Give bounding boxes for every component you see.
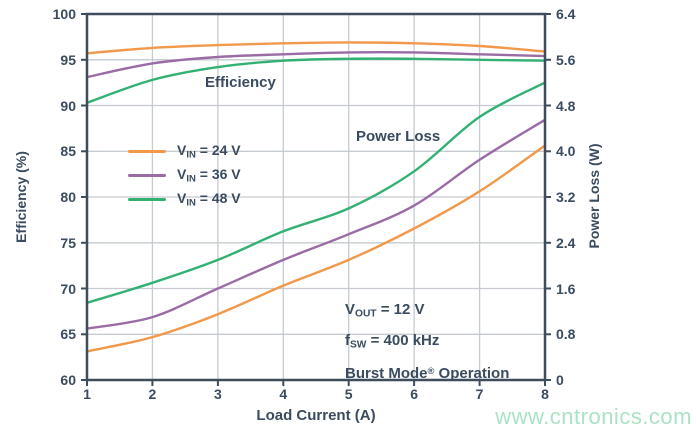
right-axis-title: Power Loss (W) (586, 143, 602, 249)
tick-label: 65 (60, 326, 76, 343)
tick-label: 5 (344, 386, 353, 402)
legend-swatch (128, 149, 166, 153)
tick-label: 5.6 (556, 51, 576, 68)
tick-label: 1.6 (556, 280, 576, 297)
tick-label: 85 (60, 143, 76, 160)
tick-label: 60 (60, 372, 76, 388)
tick-label: 0 (556, 372, 564, 388)
series-curve (85, 118, 547, 330)
tick-label: 75 (60, 234, 76, 251)
tick-label: 3 (213, 386, 222, 402)
legend-label: VIN = 36 V (177, 165, 241, 185)
tick-label: 100 (52, 6, 76, 22)
tick-label: 95 (60, 51, 76, 68)
annotation-line: fSW = 400 kHz (345, 331, 440, 351)
legend-item: VIN = 36 V (128, 163, 241, 187)
series-curve (85, 144, 547, 353)
tick-label: 90 (60, 97, 76, 114)
annotation-line: VOUT = 12 V (345, 301, 425, 320)
legend-swatch (128, 197, 166, 201)
tick-label: 6.4 (556, 6, 576, 22)
legend: VIN = 24 V VIN = 36 V VIN = 48 V (128, 139, 241, 211)
tick-label: 4.0 (556, 143, 576, 160)
x-axis-title: Load Current (A) (256, 407, 376, 424)
tick-label: 80 (60, 189, 76, 205)
tick-label: 8 (541, 386, 549, 402)
tick-label: 70 (60, 280, 76, 297)
tick-label: 6 (410, 386, 419, 402)
conditions-annotation: VOUT = 12 V fSW = 400 kHz Burst Mode® Oper… (345, 297, 509, 387)
watermark: www.cntronics.com (495, 404, 692, 429)
tick-label: 4 (279, 386, 288, 402)
tick-label: 2 (148, 386, 157, 402)
tick-label: 3.2 (556, 189, 576, 205)
tick-label: 4.8 (556, 97, 576, 114)
series-curve (85, 41, 547, 55)
tick-label: 0.8 (556, 326, 576, 343)
series-curve (85, 50, 547, 79)
power-loss-curves-label: Power Loss (356, 128, 441, 145)
legend-label: VIN = 24 V (177, 141, 241, 161)
series-curve (85, 57, 547, 104)
legend-item: VIN = 24 V (128, 139, 241, 163)
tick-label: 7 (475, 386, 484, 402)
tick-label: 2.4 (556, 234, 576, 251)
tick-label: 1 (83, 386, 91, 402)
legend-swatch (128, 173, 166, 177)
efficiency-curves-label: Efficiency (205, 74, 276, 91)
series-curve (85, 81, 547, 304)
legend-label: VIN = 48 V (177, 189, 241, 209)
annotation-line: Burst Mode® Operation (345, 365, 510, 383)
left-axis-title: Efficiency (%) (13, 151, 29, 243)
legend-item: VIN = 48 V (128, 187, 241, 211)
